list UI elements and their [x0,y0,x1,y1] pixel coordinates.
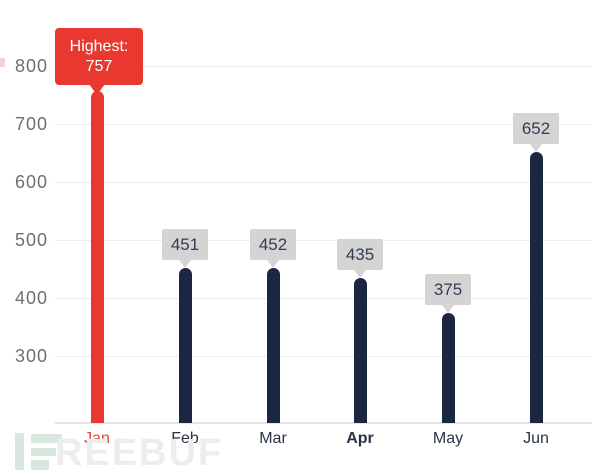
x-label-may: May [432,430,464,447]
highest-callout-prefix: Highest: [69,38,129,55]
bar-jan [91,90,104,423]
freebuf-logo-bar-2 [31,434,62,443]
gridline-600 [55,182,592,183]
callout-pointer-jun [530,143,542,152]
callout-pointer-apr [354,269,366,278]
y-tick-label-800: 800 [14,56,48,76]
watermark-text: REEBUF [55,432,224,473]
gridline-800 [55,66,592,67]
value-callout-may: 375 [425,273,471,313]
y-tick-label-500: 500 [14,230,48,250]
bar-feb [179,268,192,423]
gridline-300 [55,356,592,357]
y-tick-label-400: 400 [14,288,48,308]
x-label-jun: Jun [523,430,549,447]
value-callout-mar: 452 [250,228,296,268]
value-callout-jun: 652 [513,112,559,152]
y-tick-label-700: 700 [14,114,48,134]
highest-callout: Highest: 757 [55,28,143,95]
y-tick-label-300: 300 [14,346,48,366]
x-axis-line [55,422,592,424]
x-label-jan: Jan [84,430,110,447]
gridline-500 [55,240,592,241]
highest-callout-value: 757 [85,58,113,75]
y-tick-label-600: 600 [14,172,48,192]
freebuf-logo-bar-4 [31,460,49,470]
callout-pointer-feb [179,260,191,269]
bar-mar [267,267,280,423]
x-label-mar: Mar [259,430,287,447]
gridline-400 [55,298,592,299]
freebuf-logo-bar-1 [15,433,24,470]
callout-pointer-mar [267,259,279,268]
bar-may [442,312,455,423]
x-label-apr: Apr [346,430,374,447]
highest-callout-pointer [89,84,105,95]
value-callout-feb: 451 [162,229,208,269]
value-callout-apr: 435 [337,238,383,278]
freebuf-logo-bar-3 [31,448,56,456]
gridline-700 [55,124,592,125]
bar-apr [354,277,367,423]
callout-pointer-may [442,304,454,313]
x-label-feb: Feb [171,430,199,447]
edge-artifact [0,58,5,67]
bar-jun [530,151,543,423]
